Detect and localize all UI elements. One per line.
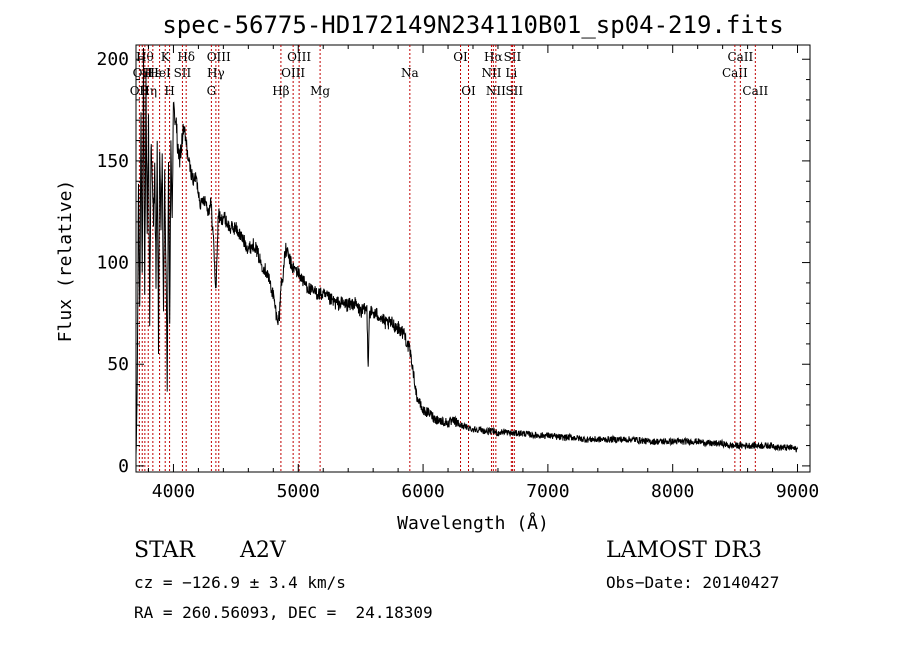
x-tick-label: 8000 [651, 481, 694, 502]
axis-ticks: 4000 5000 6000 7000 8000 9000 0 50 100 150 200 [96, 45, 819, 502]
spectral-line-label: OII [133, 66, 153, 80]
spectral-line-label: G [207, 84, 217, 98]
x-tick-label: 5000 [277, 481, 320, 502]
spectral-line-label: Hθ [136, 50, 154, 64]
spectral-line-label: OIII [207, 50, 231, 64]
y-tick-label: 200 [96, 49, 129, 70]
spectral-line-label: NII [481, 66, 501, 80]
y-tick-label: 50 [107, 354, 129, 375]
spectral-line-label: OIII [287, 50, 311, 64]
spectral-line-label: NII [486, 84, 506, 98]
spectral-line-label: Mg [310, 84, 330, 98]
spectral-line-label: OI [461, 84, 476, 98]
spectral-line-label: HeI [148, 66, 171, 80]
spectral-line-label: OIII [281, 66, 305, 80]
spectral-line-label: CaII [727, 50, 753, 64]
ra-dec-line: RA = 260.56093, DEC = 24.18309 [134, 603, 433, 622]
spectral-line-label: Hα [484, 50, 503, 64]
x-tick-label: 7000 [526, 481, 569, 502]
x-axis-label: Wavelength (Å) [397, 512, 549, 534]
spectral-line-markers: OIIOIIHθHηHεHeIKHSIIHδGHγOIIIHβOIIIOIIIM… [130, 45, 768, 472]
spectral-line-label: OI [453, 50, 468, 64]
x-tick-label: 6000 [401, 481, 444, 502]
spectral-line-label: CaII [722, 66, 748, 80]
y-axis-label: Flux (relative) [55, 180, 76, 343]
x-tick-label: 9000 [776, 481, 819, 502]
spectral-line-label: Hη [139, 84, 157, 98]
chart-title: spec-56775-HD172149N234110B01_sp04-219.f… [162, 11, 783, 39]
observation-date: Obs−Date: 20140427 [606, 573, 780, 592]
survey-name: LAMOST DR3 [606, 538, 762, 563]
flux-series-line [135, 47, 798, 456]
spectral-line-label: SII [174, 66, 192, 80]
spectral-line-label: Hγ [207, 66, 225, 80]
y-tick-label: 0 [118, 456, 129, 477]
redshift-line: cz = −126.9 ± 3.4 km/s [134, 573, 346, 592]
spectral-line-label: SII [504, 50, 522, 64]
spectral-line-label: SII [505, 84, 523, 98]
object-subclass: A2V [240, 538, 286, 563]
object-type: STAR [134, 538, 195, 563]
spectral-line-label: Hδ [177, 50, 195, 64]
spectral-line-label: Na [401, 66, 419, 80]
spectral-line-label: Hβ [272, 84, 289, 98]
y-tick-label: 100 [96, 253, 129, 274]
spectral-line-label: Hε [145, 66, 162, 80]
spectral-line-label: H [164, 84, 174, 98]
x-tick-label: 4000 [152, 481, 195, 502]
plot-frame [135, 44, 811, 473]
spectral-line-label: Li [505, 66, 517, 80]
y-tick-label: 150 [96, 151, 129, 172]
spectral-line-label: K [161, 50, 171, 64]
spectral-line-label: CaII [742, 84, 768, 98]
